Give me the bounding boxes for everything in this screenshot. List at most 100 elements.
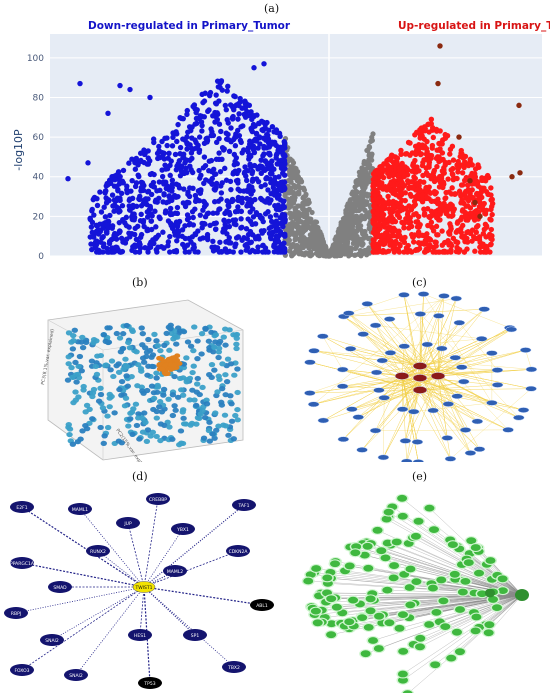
ppi-node [450,295,463,302]
ns-point [292,192,298,198]
up-point [405,219,412,226]
down-point [164,142,170,149]
network-node [397,512,408,520]
pca-point [169,436,176,442]
pca-point [167,326,174,332]
pca-point [135,411,142,417]
down-point [231,107,237,113]
network-edge [456,594,523,633]
pca-point [69,346,77,352]
ppi-node [369,322,382,329]
down-point [124,189,131,195]
down-point [206,168,212,174]
up-point [475,222,481,229]
ns-point [365,235,371,242]
ppi-node [346,406,358,413]
down-point [104,180,110,187]
down-point [201,140,208,147]
down-point [109,223,116,229]
up-point [388,214,394,220]
ns-point [368,138,374,144]
network-hub-node [515,589,529,601]
network-node [492,604,503,612]
ns-point [361,186,367,193]
down-point [154,249,160,255]
ns-point [286,171,292,178]
up-point [425,172,431,178]
ppi-node [442,401,455,407]
down-point [92,244,99,251]
ppi-edge [314,350,532,370]
up-point [458,225,464,232]
ns-point [353,191,359,197]
ppi-node [398,343,410,350]
up-point [372,195,379,202]
network-node [455,606,466,613]
ppi-node [407,408,420,415]
pca-point [222,342,229,348]
up-point [425,242,432,248]
network-node [438,597,449,605]
up-point [450,208,456,215]
up-point [434,200,441,207]
regulatory-node [171,523,195,535]
down-point [129,216,136,223]
down-point [249,128,255,135]
up-point [411,211,417,218]
regulatory-node-label: JUP [123,521,132,527]
ppi-edge [448,403,478,422]
down-point [199,128,205,134]
network-node [384,619,395,627]
down-point [252,221,259,227]
pca-point [93,371,101,377]
down-point [268,197,274,203]
down-point [274,161,280,167]
pca-point [89,393,96,400]
down-point [131,211,137,217]
ns-point [301,252,308,258]
ppi-edge [419,389,451,459]
network-node [449,570,460,578]
ns-point [295,203,301,209]
network-node [474,569,485,577]
ppi-node [491,367,504,373]
down-point [148,218,154,224]
up-point [437,179,444,185]
up-point [458,182,465,188]
network-node [485,557,496,564]
down-point [273,203,280,210]
down-point [279,148,285,155]
down-point [167,205,174,212]
regulatory-node [10,557,34,569]
up-point [405,139,412,146]
up-point [469,213,475,220]
regulatory-node [40,634,64,646]
network-node [365,595,376,603]
network-node [394,624,405,632]
pca-point [92,363,99,370]
network-node [470,627,481,635]
up-point [475,235,481,242]
ppi-node [519,347,532,353]
up-point [455,239,461,246]
down-point [155,244,161,250]
ns-point [348,207,354,213]
ppi-edge [343,308,485,317]
down-point [262,249,269,255]
pca-point [187,422,194,428]
pca-point [234,389,241,396]
pca-point [154,382,161,388]
down-point [124,183,130,189]
pca-point [233,345,240,352]
up-point [427,237,434,243]
down-point [147,241,153,248]
down-point [237,137,244,144]
pca-point [150,406,157,413]
ppi-edge [419,295,445,367]
down-point [247,152,254,159]
down-point [260,135,267,141]
up-point [453,229,459,235]
pca-point [100,332,107,338]
up-point [461,177,468,184]
pca-point [199,384,206,390]
